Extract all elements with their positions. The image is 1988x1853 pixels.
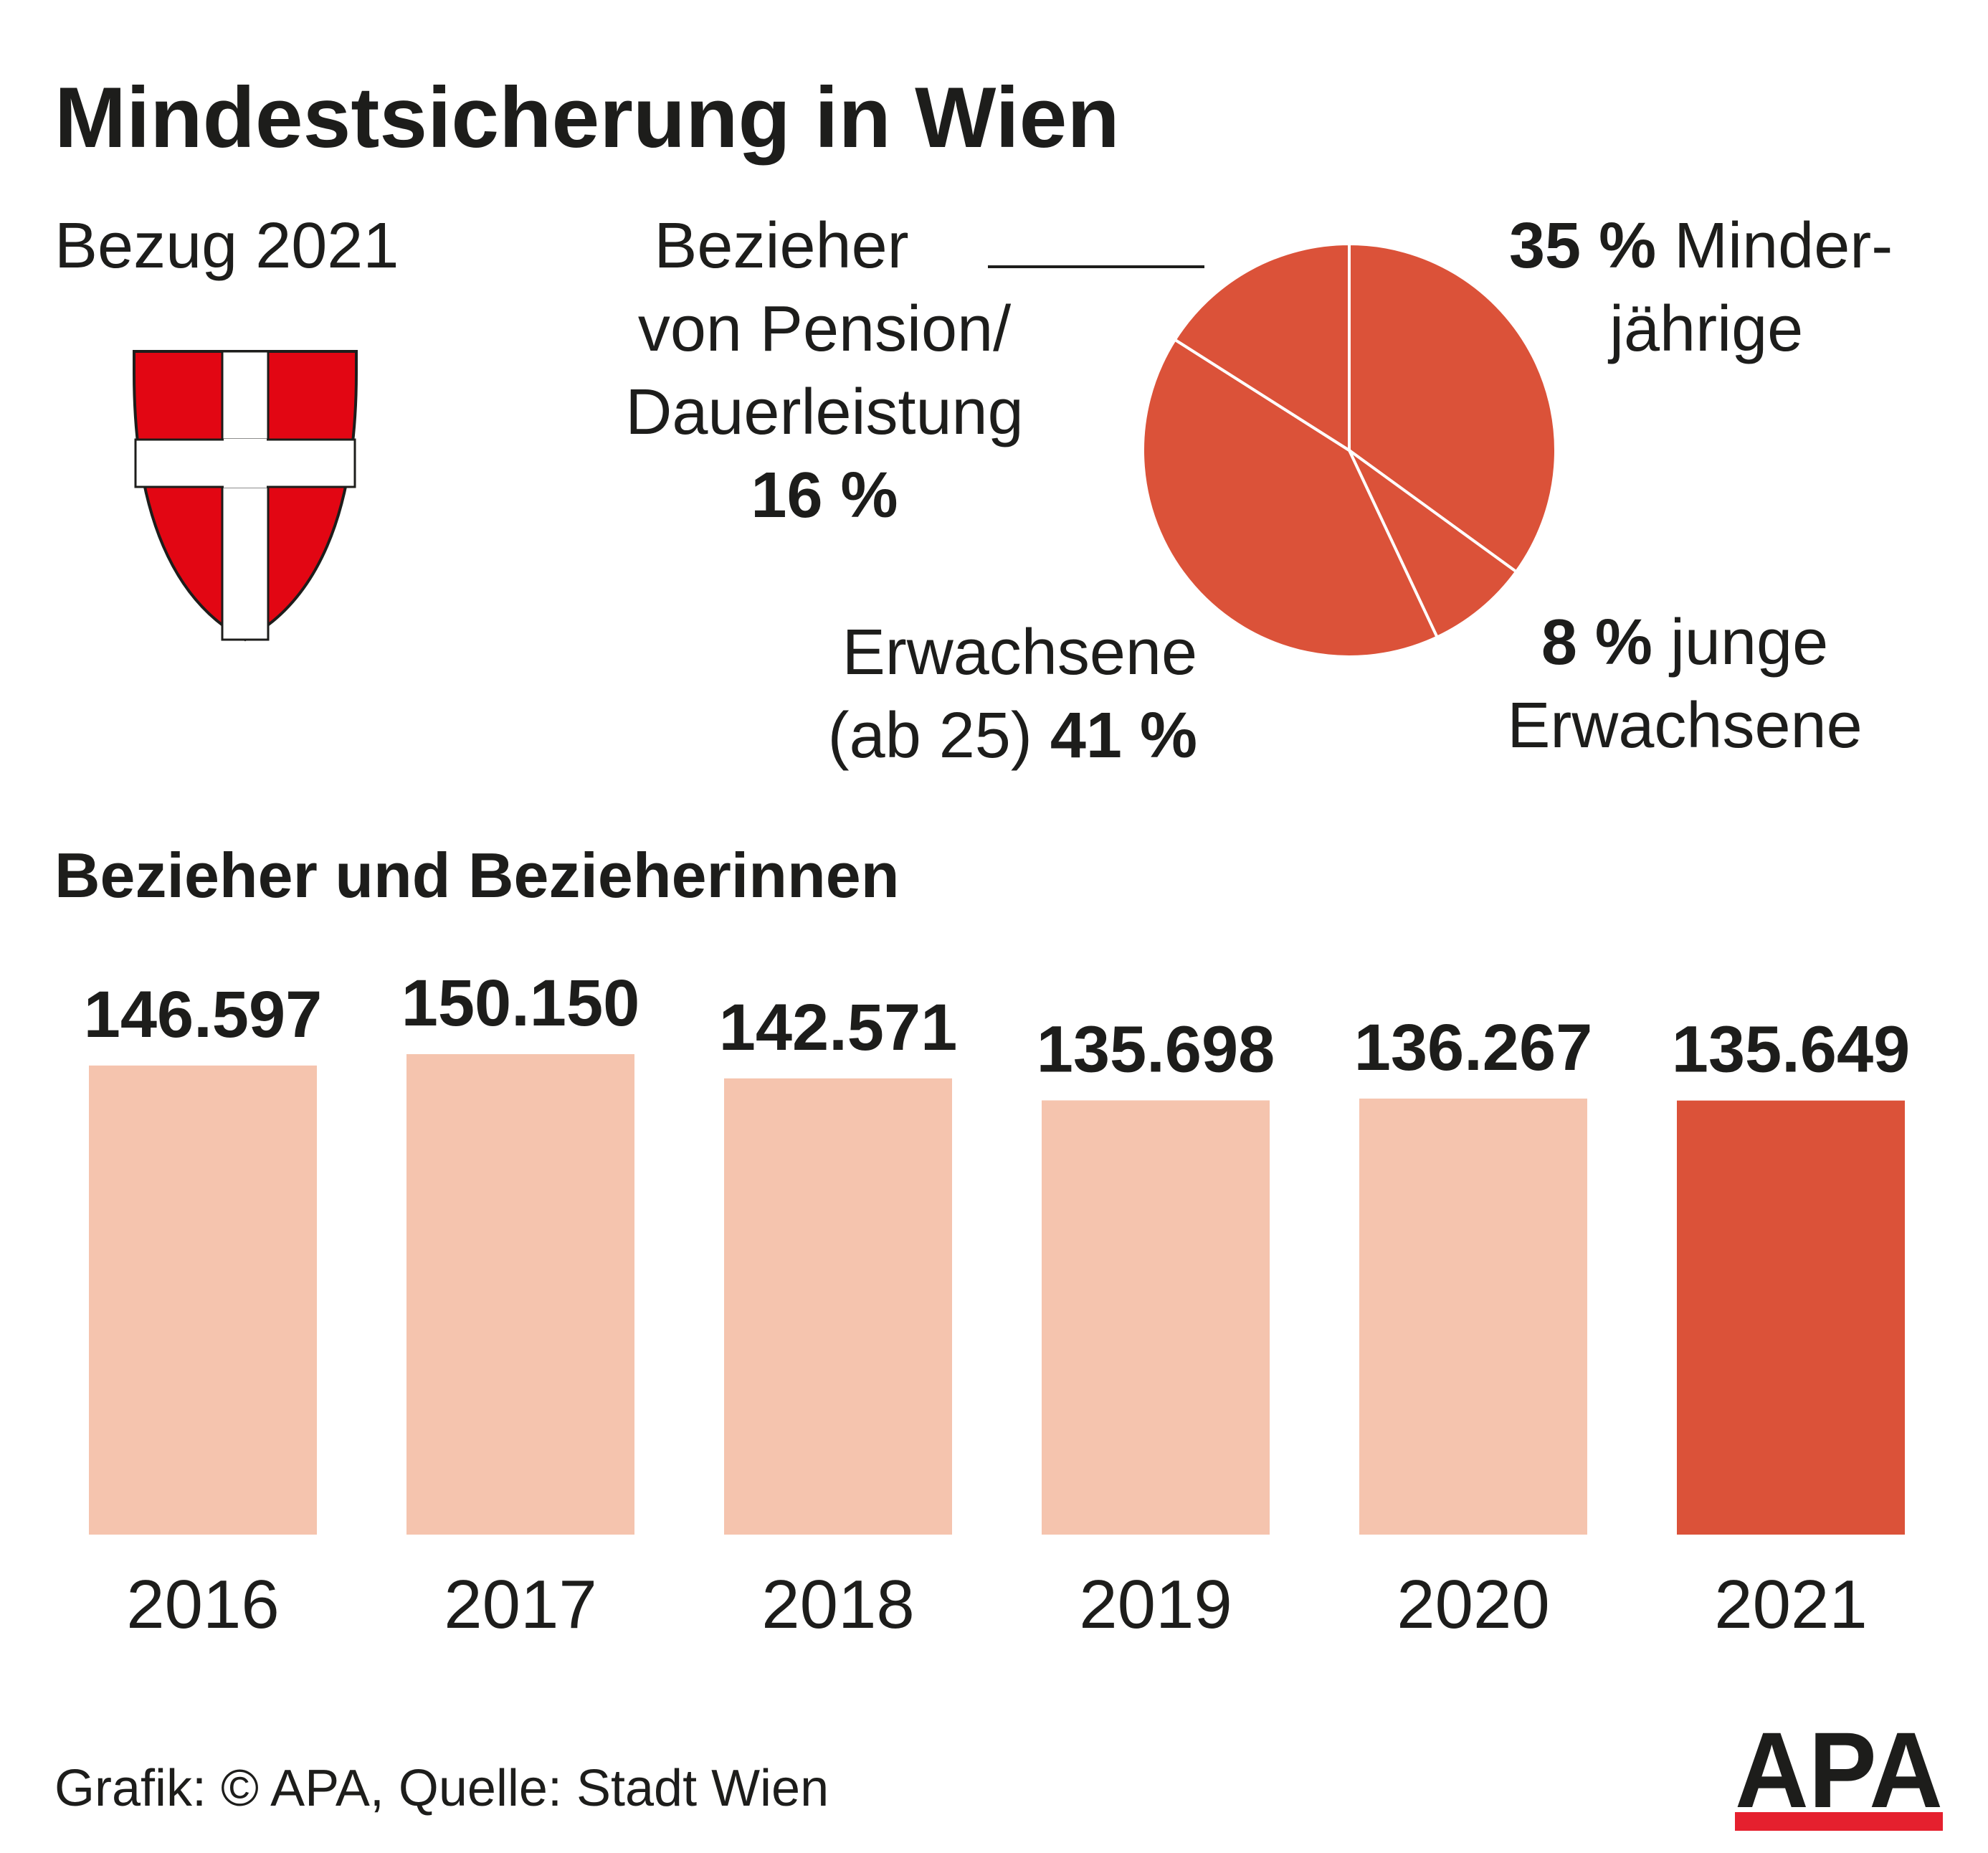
x-tick-label-2017: 2017 <box>444 1566 597 1643</box>
pie-label-adults: Erwachsene (ab 25) 41 % <box>738 611 1197 777</box>
page-title: Mindestsicherung in Wien <box>54 70 1120 166</box>
pie-label-young-adults: 8 % junge Erwachsene <box>1484 601 1885 767</box>
x-tick-label-2016: 2016 <box>126 1566 280 1643</box>
pie-label-pension-line1: Bezieher <box>654 210 909 282</box>
pie-label-pension-line2: von Pension/ <box>637 293 1012 365</box>
bar-value-label-2021: 135.649 <box>1672 1013 1911 1086</box>
bar-value-label-2016: 146.597 <box>84 978 323 1051</box>
pie-label-minors-line2: jährige <box>1609 293 1804 365</box>
bar-value-label-2018: 142.571 <box>719 991 958 1064</box>
bar-2019 <box>1042 1100 1270 1535</box>
pie-slice-young-adults <box>1348 449 1518 639</box>
bar-2020 <box>1359 1098 1587 1535</box>
apa-logo-text: APA <box>1735 1710 1943 1830</box>
bar-value-label-2017: 150.150 <box>401 967 640 1040</box>
pie-pct-pension: 16 % <box>751 460 898 531</box>
pie-label-young-adults-line2: Erwachsene <box>1507 690 1863 762</box>
pie-slice-minors <box>1348 242 1557 574</box>
pie-slice-pension <box>1173 242 1351 452</box>
bar-value-label-2019: 135.698 <box>1037 1013 1275 1086</box>
x-tick-label-2020: 2020 <box>1397 1566 1550 1643</box>
pie-label-young-adults-line1: junge <box>1670 607 1829 678</box>
bar-2017 <box>406 1054 634 1535</box>
pie-pct-young-adults: 8 % <box>1541 607 1652 678</box>
x-tick-label-2018: 2018 <box>761 1566 915 1643</box>
bar-chart-title: Bezieher und Bezieherinnen <box>54 840 900 911</box>
pie-label-pension: Bezieher von Pension/ Dauerleistung 16 % <box>574 204 1075 537</box>
apa-logo-bar <box>1735 1812 1943 1831</box>
pie-slice-adults <box>1141 338 1439 658</box>
pie-pct-minors: 35 % <box>1509 210 1657 282</box>
x-tick-label-2021: 2021 <box>1714 1566 1868 1643</box>
bar-value-label-2020: 136.267 <box>1354 1011 1593 1084</box>
pie-label-minors: 35 % Minder- jährige <box>1509 204 1893 371</box>
bar-2016 <box>89 1065 317 1535</box>
x-tick-label-2019: 2019 <box>1079 1566 1232 1643</box>
source-note: Grafik: © APA, Quelle: Stadt Wien <box>54 1760 829 1817</box>
pie-subtitle: Bezug 2021 <box>54 210 399 282</box>
pie-label-minors-line1: Minder- <box>1674 210 1893 282</box>
bar-2021 <box>1677 1100 1905 1535</box>
pie-pct-adults: 41 % <box>1050 700 1197 772</box>
bar-2018 <box>724 1078 952 1535</box>
pie-label-pension-line3: Dauerleistung <box>625 376 1024 448</box>
pie-label-adults-line1: Erwachsene <box>842 617 1197 688</box>
pie-label-adults-line2: (ab 25) <box>827 700 1032 772</box>
